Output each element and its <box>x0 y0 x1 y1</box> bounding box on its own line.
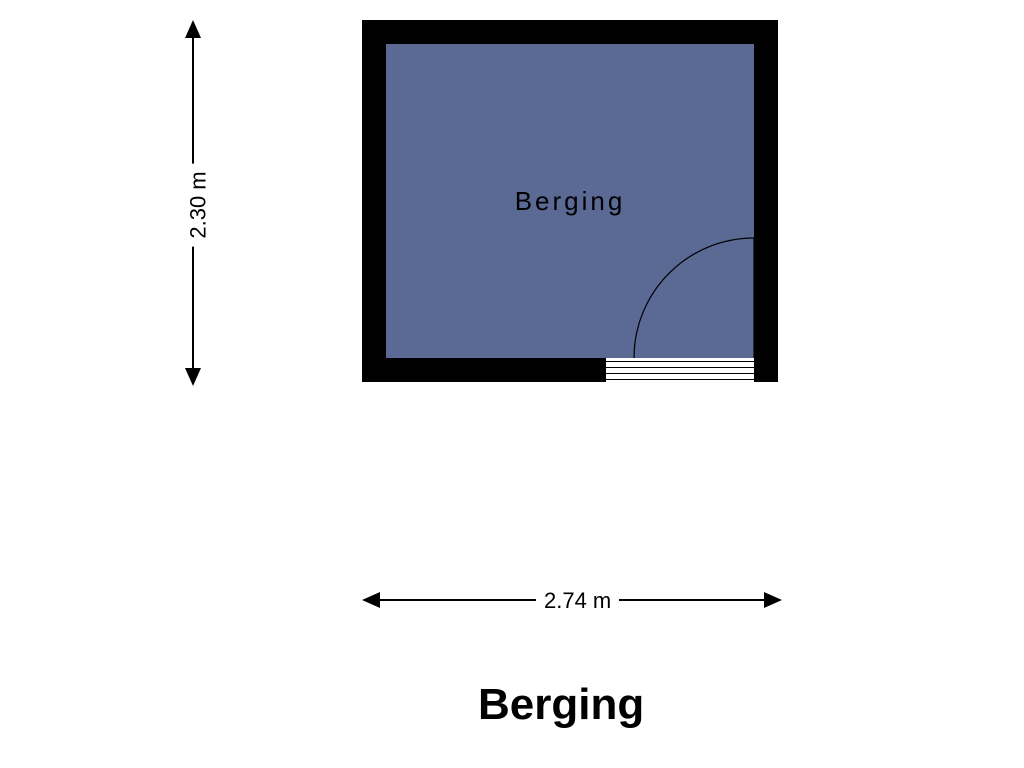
dim-horizontal-label: 2.74 m <box>536 588 619 614</box>
dim-vertical-label: 2.30 m <box>186 163 212 246</box>
door-threshold-line <box>606 379 754 380</box>
floorplan-title: Berging <box>478 680 644 730</box>
door-threshold-line <box>606 373 754 374</box>
door-threshold-line <box>606 361 754 362</box>
dim-horizontal-arrow-right <box>764 592 782 608</box>
room-label: Berging <box>515 186 626 217</box>
door-threshold-line <box>606 367 754 368</box>
dim-horizontal-arrow-left <box>362 592 380 608</box>
dim-vertical-arrow-up <box>185 20 201 38</box>
dim-vertical-arrow-down <box>185 368 201 386</box>
room-interior: Berging <box>386 44 754 358</box>
floorplan-canvas: Berging 2.30 m 2.74 m Berging <box>0 0 1024 768</box>
